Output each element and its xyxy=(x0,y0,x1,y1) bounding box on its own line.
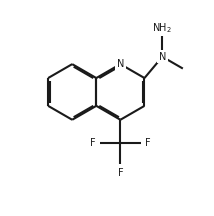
Text: F: F xyxy=(145,138,151,148)
Text: F: F xyxy=(90,138,96,148)
Text: F: F xyxy=(117,168,123,178)
Text: N: N xyxy=(117,59,124,69)
Text: NH$_2$: NH$_2$ xyxy=(152,21,172,35)
Text: N: N xyxy=(159,52,166,62)
